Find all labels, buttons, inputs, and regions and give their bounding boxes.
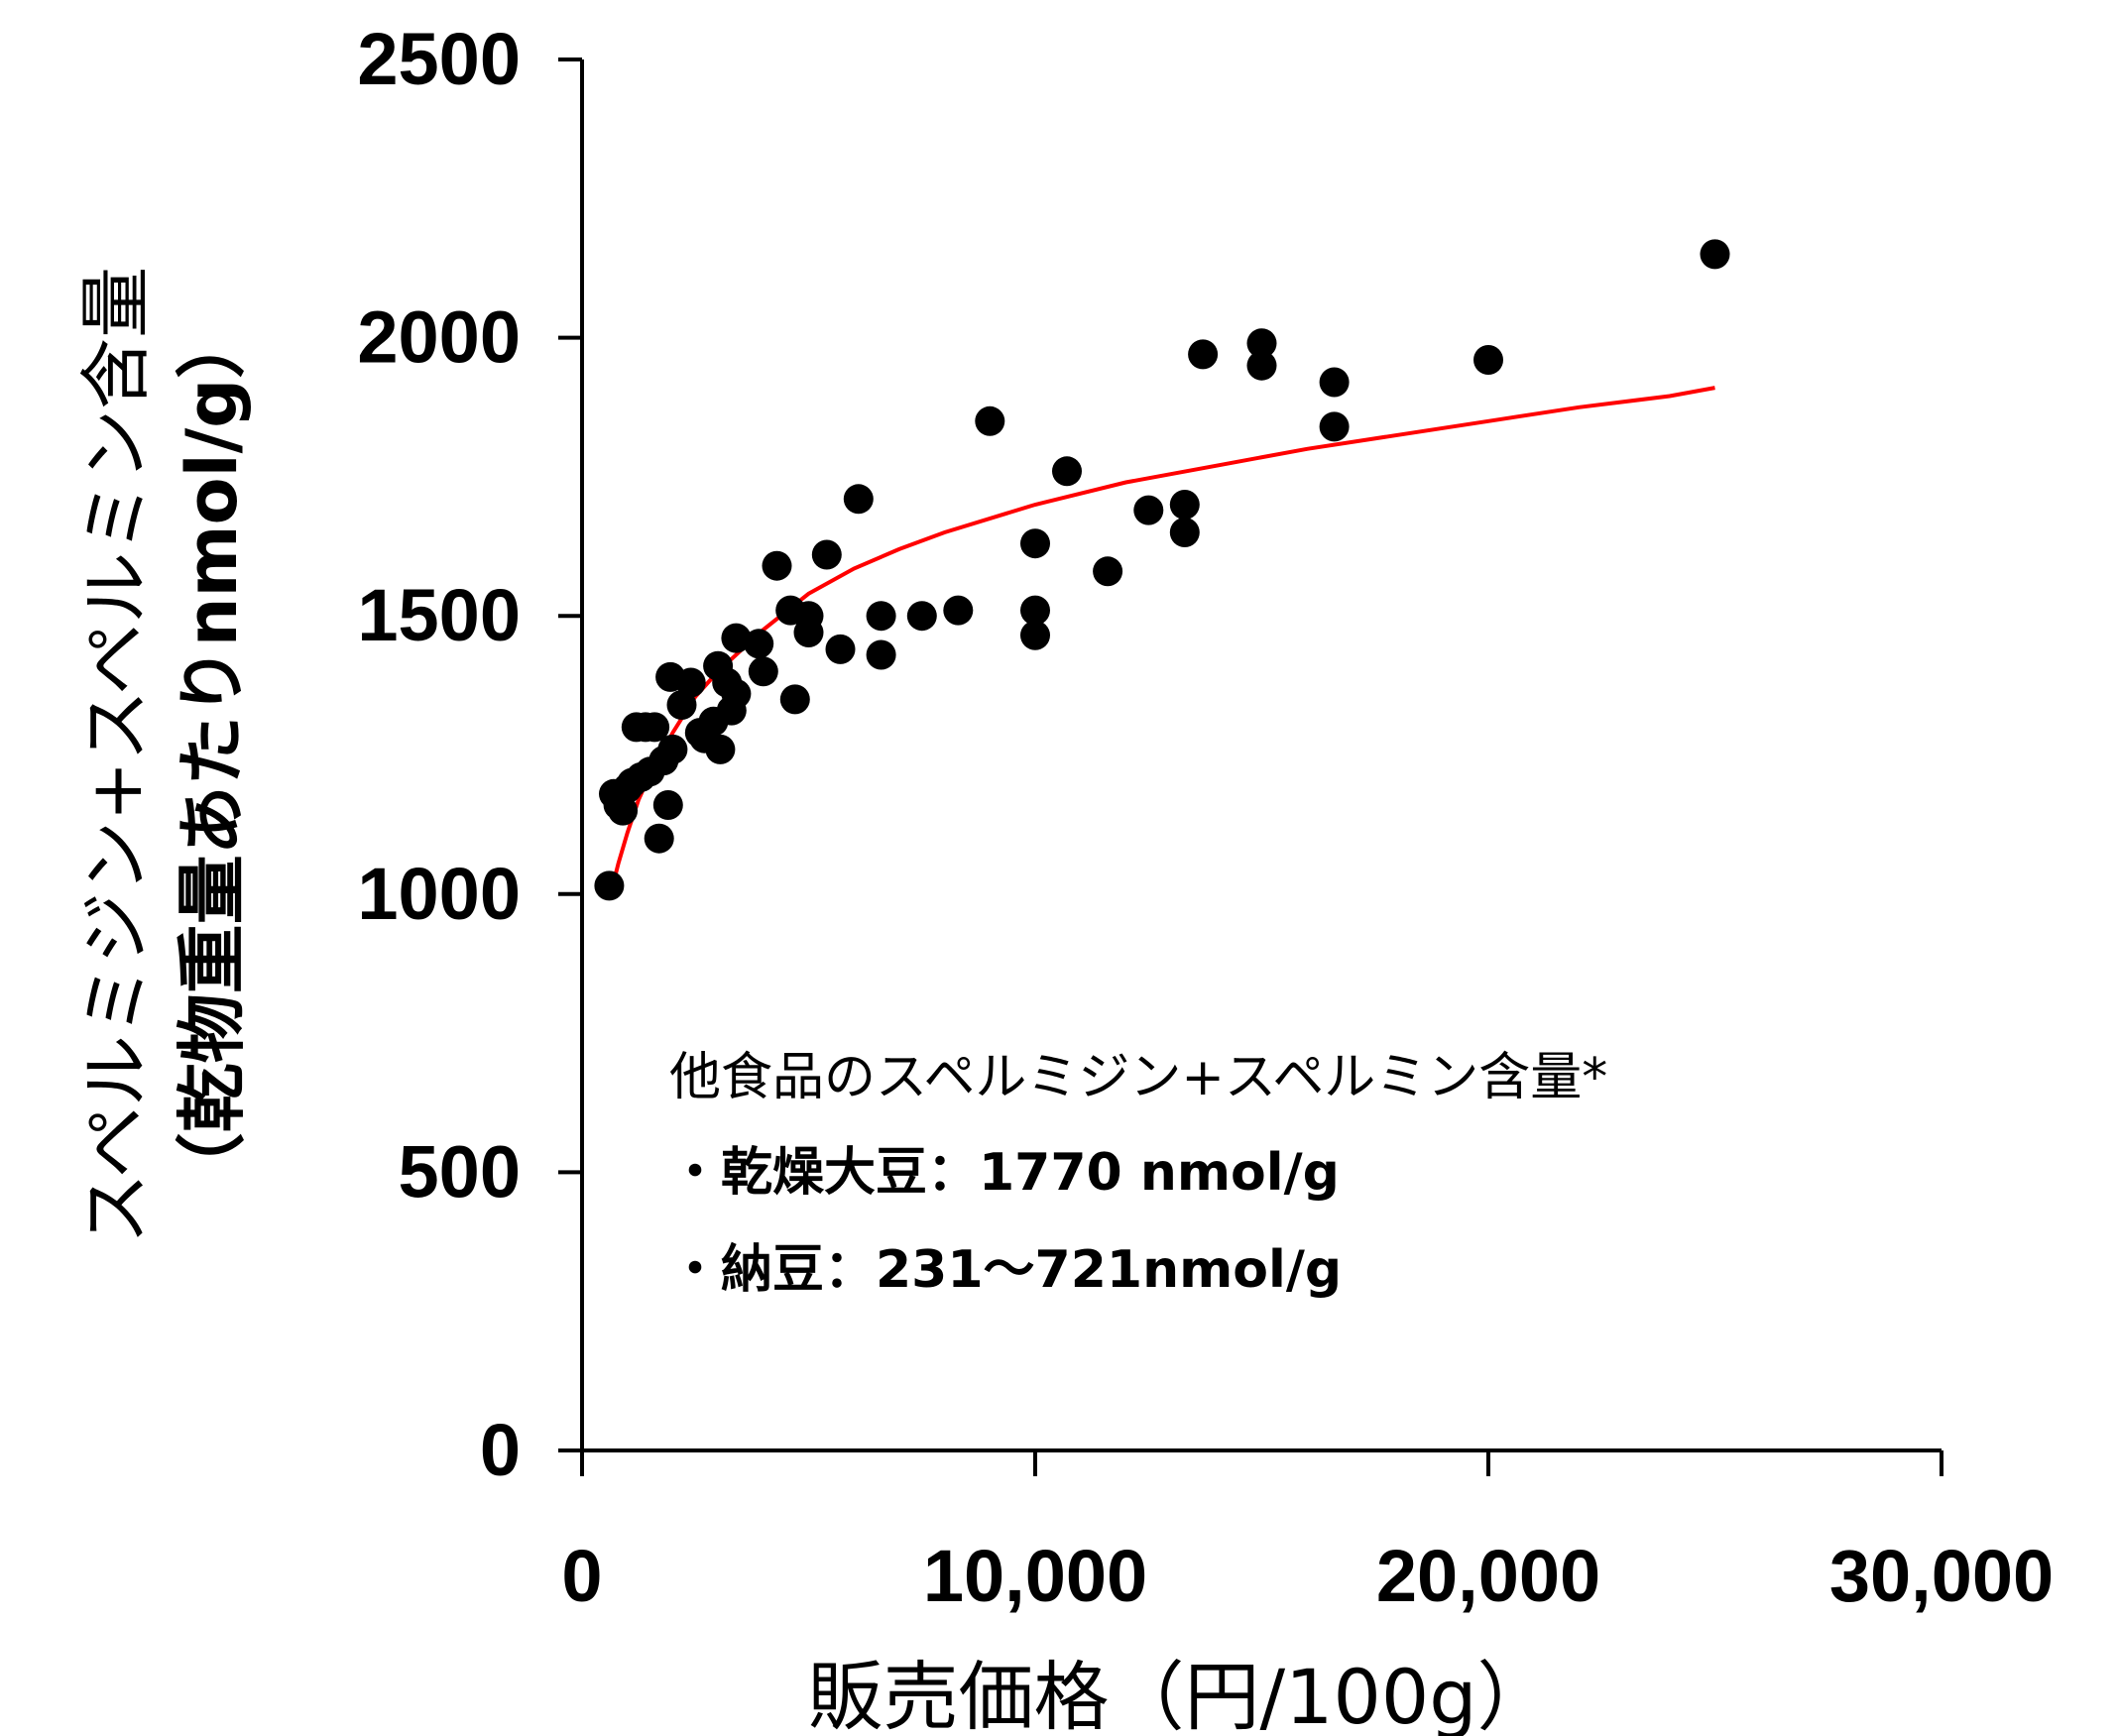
annotation-line-soybean: ・乾燥大豆：1770 nmol/g <box>669 1143 1340 1203</box>
data-point <box>744 629 774 659</box>
data-point <box>721 623 752 653</box>
data-point <box>721 678 752 709</box>
data-point <box>1700 239 1730 270</box>
fit-curve-group <box>607 386 1715 900</box>
data-point <box>1246 328 1277 359</box>
y-tick-group: 0 500 1000 1500 2000 2500 <box>357 18 582 1491</box>
y-tick-label: 1000 <box>357 853 521 935</box>
y-tick-label: 0 <box>480 1409 521 1491</box>
data-point <box>762 550 792 581</box>
data-point <box>811 539 842 570</box>
y-axis-title-line2: （乾物重量あたりnmol/g） <box>172 309 253 1203</box>
data-point <box>1052 456 1082 487</box>
data-point <box>1133 495 1164 525</box>
data-point <box>943 595 974 626</box>
x-tick-group: 0 10,000 20,000 30,000 <box>561 1450 2054 1617</box>
data-point <box>644 823 674 854</box>
x-tick-label: 30,000 <box>1829 1535 2054 1617</box>
data-point <box>1020 595 1050 626</box>
data-point <box>652 790 683 820</box>
data-point <box>825 634 856 664</box>
annotation-line-natto: ・納豆：231～721nmol/g <box>669 1240 1342 1300</box>
data-point <box>1473 345 1503 375</box>
data-point <box>1169 490 1200 520</box>
data-point <box>608 795 639 826</box>
y-tick-label: 2500 <box>357 18 521 100</box>
annotation-heading: 他食品のスペルミジン+スペルミン含量* <box>669 1048 1607 1107</box>
data-point <box>843 484 874 515</box>
data-point <box>1020 620 1050 650</box>
fit-curve <box>607 386 1715 900</box>
data-point <box>705 734 736 764</box>
data-point <box>666 690 697 720</box>
data-point <box>975 405 1005 436</box>
data-point <box>793 601 824 632</box>
data-point <box>1319 367 1350 398</box>
data-point-group <box>594 239 1730 901</box>
x-tick-label: 20,000 <box>1376 1535 1600 1617</box>
data-point <box>594 870 625 901</box>
y-tick-label: 2000 <box>357 296 521 379</box>
data-point <box>1020 528 1050 559</box>
data-point <box>640 712 670 743</box>
data-point <box>748 656 778 687</box>
data-point <box>866 601 896 632</box>
data-point <box>779 684 810 715</box>
data-point <box>1169 518 1200 547</box>
x-axis-title: 販売価格（円/100g） <box>808 1653 1553 1736</box>
data-point <box>675 667 706 698</box>
data-point <box>657 734 688 764</box>
x-tick-label: 10,000 <box>923 1535 1147 1617</box>
y-tick-label: 500 <box>399 1130 521 1213</box>
y-axis-title-line1: スペルミジン+スペルミン含量 <box>74 267 158 1244</box>
data-point <box>1188 339 1219 370</box>
data-point <box>866 639 896 670</box>
y-tick-label: 1500 <box>357 574 521 656</box>
data-point <box>906 601 937 632</box>
x-tick-label: 0 <box>561 1535 602 1617</box>
data-point <box>1246 350 1277 381</box>
data-point <box>1093 556 1123 587</box>
data-point <box>1319 411 1350 442</box>
